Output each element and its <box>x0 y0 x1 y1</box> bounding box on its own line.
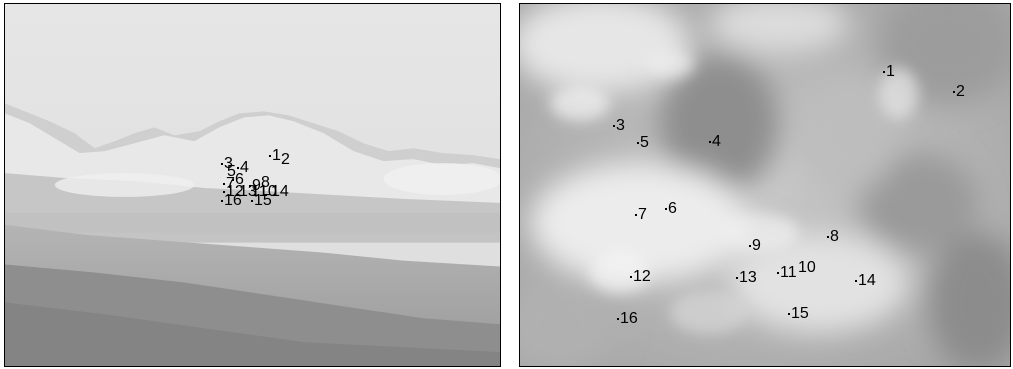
right-point-8: 8 <box>827 229 839 245</box>
zoomed-snow-texture-image <box>520 4 1010 366</box>
right-point-2: 2 <box>953 84 965 100</box>
right-point-10: 10 <box>798 259 816 276</box>
right-point-4: 4 <box>709 134 721 150</box>
left-point-2: 2 <box>281 151 290 168</box>
right-point-1: 1 <box>883 64 895 80</box>
right-point-5: 5 <box>637 135 649 151</box>
right-point-14: 14 <box>855 273 876 289</box>
right-point-3: 3 <box>613 118 625 134</box>
left-point-11: 11 <box>251 183 268 200</box>
right-point-9: 9 <box>749 238 761 254</box>
left-point-10: 10 <box>259 183 277 200</box>
right-point-13: 13 <box>736 270 757 286</box>
left-point-8: 8 <box>261 174 270 191</box>
left-image-panel: 1 2 3 4 5 6 7 8 9 10 11 12 13 14 15 16 <box>4 3 501 367</box>
right-image-panel: 1 2 3 4 5 6 7 8 9 10 11 12 13 14 15 16 <box>519 3 1011 367</box>
mountain-landscape-image <box>5 4 500 366</box>
left-point-5: 5 <box>227 163 236 180</box>
left-point-15: 15 <box>251 193 272 209</box>
right-point-11: 11 <box>777 265 797 281</box>
left-point-9: 9 <box>249 178 261 194</box>
left-point-14: 14 <box>271 183 289 200</box>
left-point-12: 12 <box>223 184 244 200</box>
right-point-12: 12 <box>630 269 651 285</box>
left-point-4: 4 <box>237 160 249 176</box>
left-point-3: 3 <box>221 156 233 172</box>
left-point-7: 7 <box>223 176 235 192</box>
right-point-16: 16 <box>617 311 638 327</box>
left-point-1: 1 <box>269 148 281 164</box>
left-point-6: 6 <box>232 172 244 188</box>
right-point-15: 15 <box>788 306 809 322</box>
right-point-7: 7 <box>635 207 647 223</box>
right-point-6: 6 <box>665 201 677 217</box>
left-point-13: 13 <box>239 183 257 200</box>
left-point-16: 16 <box>221 193 242 209</box>
